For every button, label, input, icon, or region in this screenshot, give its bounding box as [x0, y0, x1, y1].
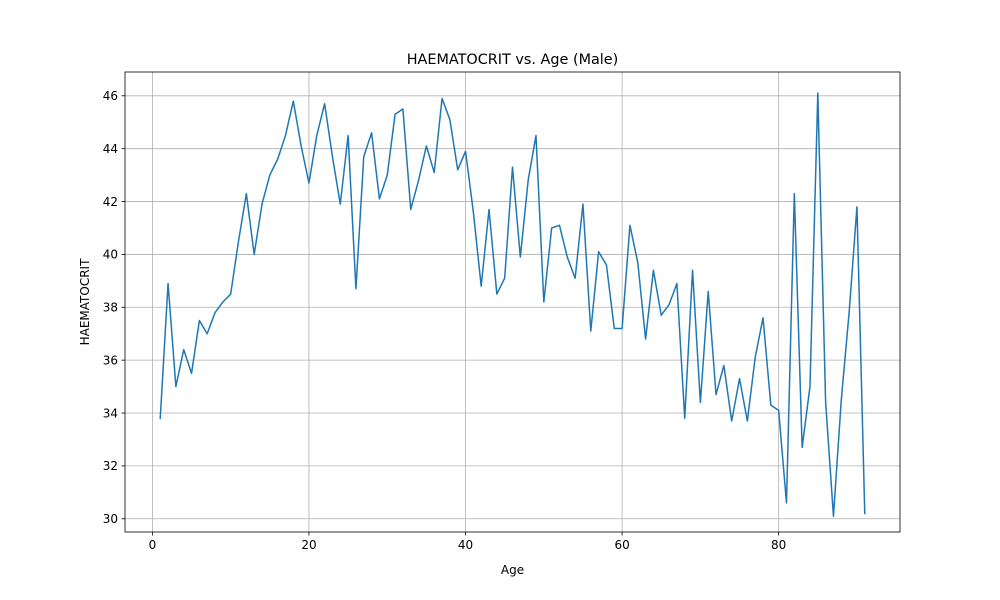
y-tick-label: 34 — [103, 406, 118, 420]
y-tick-label: 46 — [103, 89, 118, 103]
chart-title: HAEMATOCRIT vs. Age (Male) — [407, 52, 619, 68]
x-axis-label: Age — [501, 563, 524, 577]
x-tick-label: 0 — [149, 538, 157, 552]
x-tick-label: 40 — [458, 538, 473, 552]
x-tick-label: 80 — [771, 538, 786, 552]
plot-frame — [124, 71, 901, 533]
y-tick-label: 42 — [103, 195, 118, 209]
y-tick-label: 32 — [103, 459, 118, 473]
y-tick-label: 38 — [103, 301, 118, 315]
y-tick-label: 44 — [103, 142, 118, 156]
haematocrit-series-line — [159, 92, 866, 517]
x-tick-label: 20 — [301, 538, 316, 552]
y-tick-label: 36 — [103, 353, 118, 367]
x-tick-label: 60 — [614, 538, 629, 552]
y-tick-label: 30 — [103, 512, 118, 526]
axis-ticks: 0 20 40 60 80 30 32 34 36 38 40 42 44 46 — [103, 89, 787, 552]
series-layer — [159, 92, 866, 517]
y-tick-label: 40 — [103, 248, 118, 262]
y-axis-label: HAEMATOCRIT — [78, 258, 92, 345]
